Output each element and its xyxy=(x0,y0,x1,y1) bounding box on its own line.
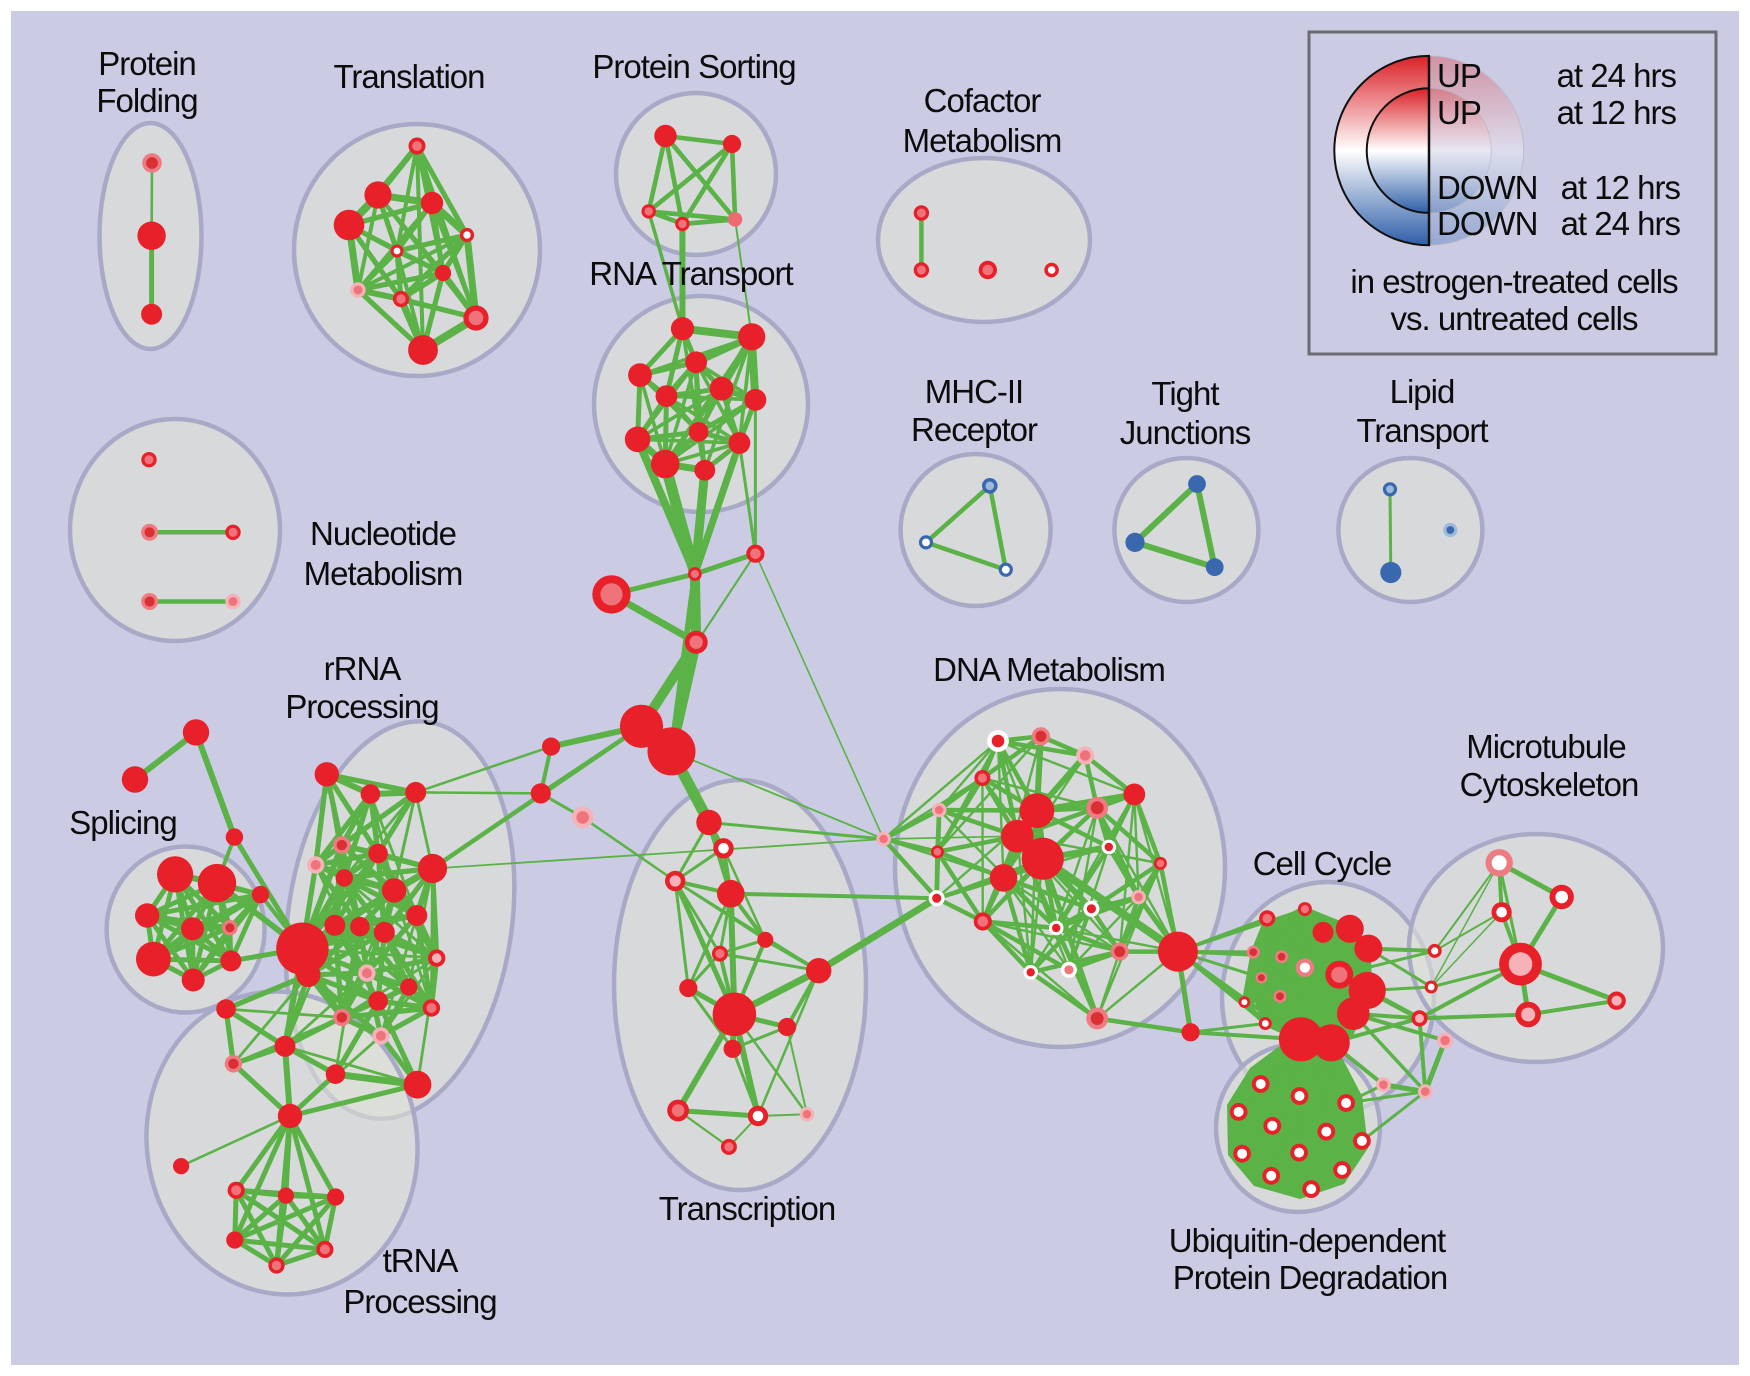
svg-text:Protein: Protein xyxy=(98,45,196,82)
svg-text:Ubiquitin-dependent: Ubiquitin-dependent xyxy=(1169,1222,1446,1259)
svg-text:tRNA: tRNA xyxy=(383,1242,459,1279)
svg-text:DOWN: DOWN xyxy=(1437,205,1537,242)
svg-text:RNA Transport: RNA Transport xyxy=(589,255,793,292)
svg-text:in estrogen-treated cells: in estrogen-treated cells xyxy=(1350,263,1678,300)
svg-text:Transcription: Transcription xyxy=(659,1190,836,1227)
svg-text:Cofactor: Cofactor xyxy=(924,82,1042,119)
svg-text:DNA Metabolism: DNA Metabolism xyxy=(933,651,1165,688)
svg-text:MHC-II: MHC-II xyxy=(925,373,1023,410)
svg-text:Metabolism: Metabolism xyxy=(903,122,1062,159)
svg-text:at 12 hrs: at 12 hrs xyxy=(1561,169,1681,206)
svg-text:Folding: Folding xyxy=(96,82,197,119)
svg-text:Translation: Translation xyxy=(333,58,484,95)
svg-text:Tight: Tight xyxy=(1151,375,1219,412)
svg-text:DOWN: DOWN xyxy=(1437,169,1537,206)
svg-text:Cell Cycle: Cell Cycle xyxy=(1253,845,1392,882)
svg-text:Cytoskeleton: Cytoskeleton xyxy=(1460,766,1639,803)
svg-text:rRNA: rRNA xyxy=(324,650,402,687)
svg-text:Receptor: Receptor xyxy=(911,411,1038,448)
svg-text:Protein Degradation: Protein Degradation xyxy=(1173,1259,1448,1296)
svg-text:Protein Sorting: Protein Sorting xyxy=(592,48,795,85)
svg-text:Processing: Processing xyxy=(343,1283,496,1320)
svg-text:Splicing: Splicing xyxy=(69,804,177,841)
svg-text:at 24 hrs: at 24 hrs xyxy=(1557,57,1677,94)
svg-text:Processing: Processing xyxy=(285,688,438,725)
svg-text:at 12 hrs: at 12 hrs xyxy=(1557,94,1677,131)
svg-text:Microtubule: Microtubule xyxy=(1466,728,1626,765)
svg-text:vs. untreated cells: vs. untreated cells xyxy=(1391,300,1638,337)
svg-text:UP: UP xyxy=(1437,57,1481,94)
svg-text:Junctions: Junctions xyxy=(1120,414,1251,451)
svg-text:UP: UP xyxy=(1437,94,1481,131)
svg-text:Metabolism: Metabolism xyxy=(304,555,463,592)
svg-text:Nucleotide: Nucleotide xyxy=(310,515,456,552)
svg-text:Transport: Transport xyxy=(1357,412,1489,449)
svg-text:Lipid: Lipid xyxy=(1390,373,1455,410)
svg-text:at 24 hrs: at 24 hrs xyxy=(1561,205,1681,242)
